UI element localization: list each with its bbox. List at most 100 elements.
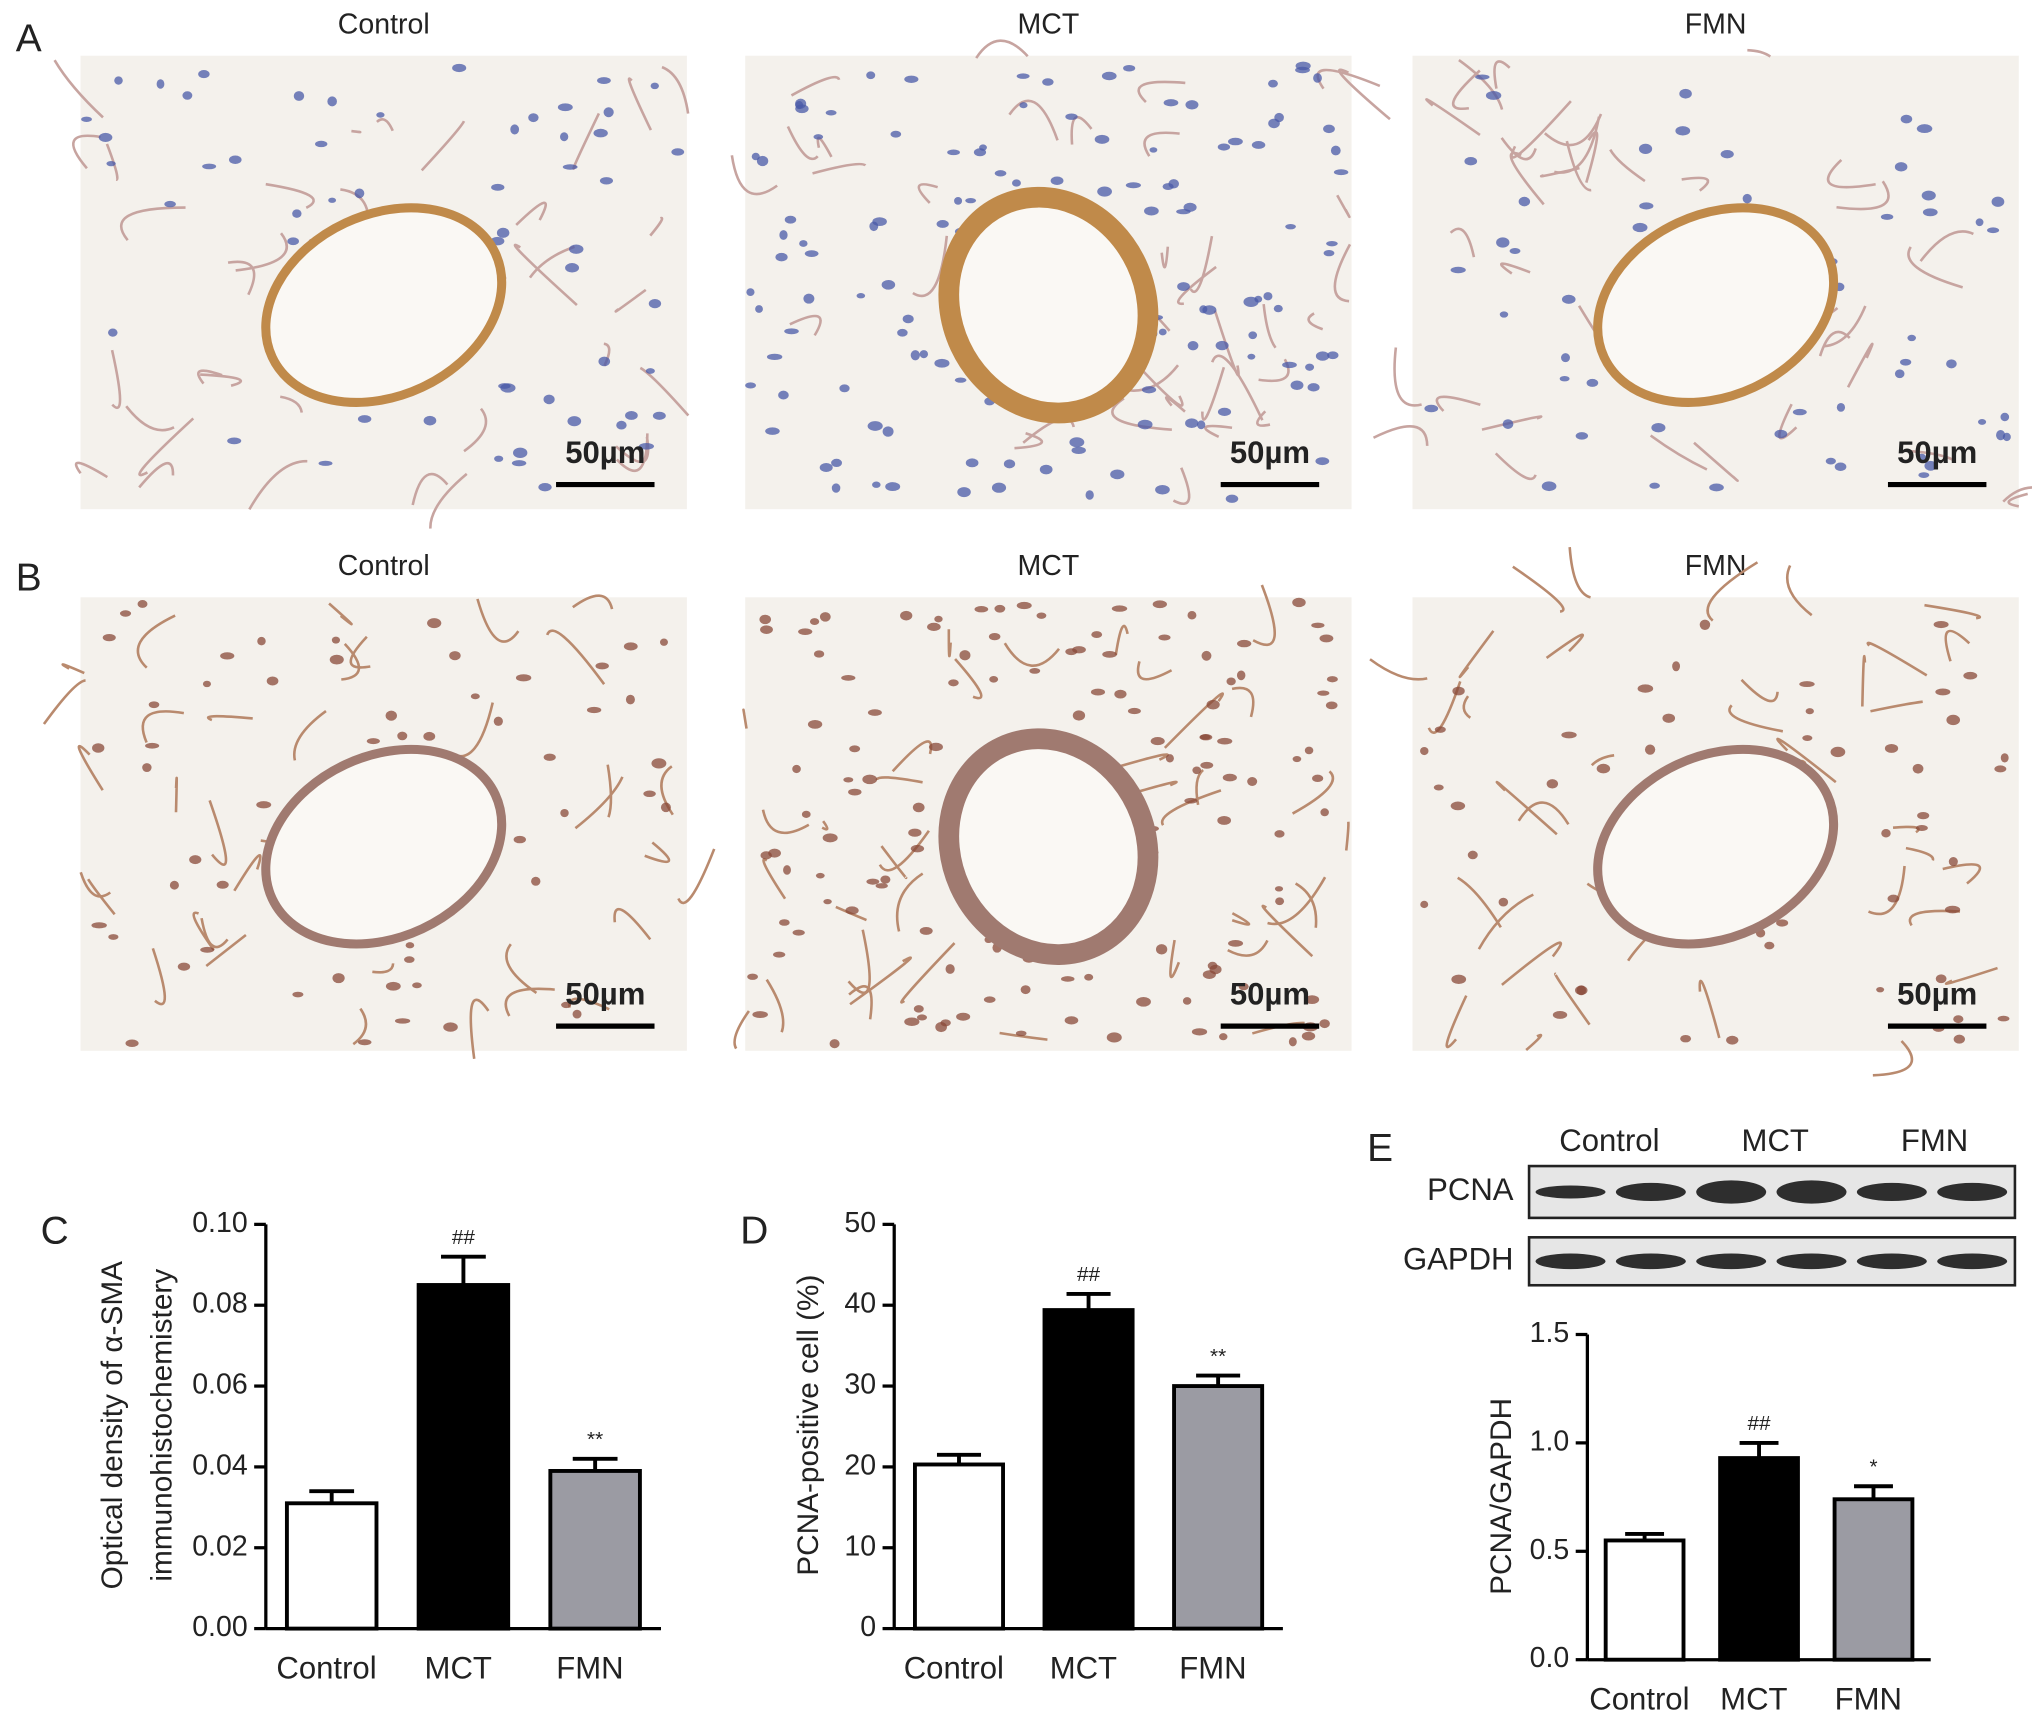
y-axis-label: PCNA/GAPDH (1485, 1398, 1518, 1595)
nucleus (1467, 850, 1478, 860)
nucleus (784, 215, 797, 224)
tissue-fiber (1291, 770, 1335, 815)
nucleus (823, 898, 832, 905)
nucleus (1709, 483, 1724, 492)
nucleus (91, 922, 107, 929)
nucleus (1084, 973, 1094, 981)
nucleus (560, 808, 569, 818)
x-tick-label: Control (276, 1650, 376, 1685)
nucleus (1184, 797, 1198, 804)
tissue-fiber (469, 998, 490, 1059)
nucleus (1236, 670, 1246, 681)
nucleus (839, 384, 850, 393)
nucleus (189, 855, 202, 865)
nucleus (1561, 294, 1576, 304)
tissue-fiber (138, 461, 175, 489)
tissue-fiber (572, 594, 614, 610)
nucleus (872, 481, 881, 488)
bar (548, 1469, 642, 1631)
nucleus (1880, 213, 1894, 220)
nucleus (1185, 418, 1199, 429)
nucleus (1315, 351, 1330, 361)
nucleus (1202, 970, 1216, 979)
nucleus (1499, 311, 1509, 318)
nucleus (1924, 460, 1937, 471)
nucleus (625, 411, 638, 420)
nucleus (1003, 459, 1016, 469)
tissue-fiber (835, 905, 867, 922)
tissue-fiber (1451, 69, 1481, 111)
nucleus (1881, 829, 1891, 838)
tissue-fiber (2007, 492, 2029, 508)
nucleus (862, 774, 878, 785)
nucleus (829, 1039, 840, 1049)
nucleus (765, 427, 780, 435)
nucleus (965, 458, 979, 468)
tissue-fiber (1493, 60, 1511, 89)
nucleus (1305, 363, 1315, 371)
nucleus (935, 1021, 947, 1033)
tissue-fiber (515, 201, 548, 226)
nucleus (1199, 734, 1213, 741)
tissue-fiber (227, 260, 256, 296)
tissue-fiber (280, 395, 304, 413)
tissue-fiber (1747, 48, 1772, 58)
nucleus (202, 163, 217, 170)
nucleus (1247, 353, 1256, 360)
nucleus (766, 353, 783, 361)
panel-label: D (740, 1210, 768, 1253)
nucleus (1012, 179, 1021, 187)
nucleus (538, 483, 552, 492)
tissue-fiber (1111, 397, 1172, 431)
nucleus (491, 183, 505, 191)
nucleus (1561, 353, 1570, 363)
tissue-fiber (138, 417, 195, 477)
nucleus (1638, 143, 1653, 155)
y-tick-label: 10 (844, 1530, 876, 1562)
nucleus (1884, 744, 1899, 753)
nucleus (220, 652, 235, 660)
nucleus (1451, 974, 1467, 984)
y-tick-label: 1.0 (1530, 1425, 1570, 1457)
nucleus (775, 252, 788, 262)
y-axis-label: immunohistochemistery (145, 1269, 178, 1582)
blot-band (1856, 1253, 1927, 1270)
tissue-fiber (1525, 1033, 1543, 1052)
blot-band (1696, 1253, 1767, 1270)
y-tick-label: 0.00 (192, 1611, 247, 1643)
nucleus (974, 606, 989, 613)
nucleus (510, 124, 520, 135)
tissue-fiber (420, 120, 466, 172)
nucleus (329, 654, 344, 665)
tissue-fiber (649, 216, 664, 237)
nucleus (496, 227, 510, 238)
nucleus (1948, 857, 1958, 867)
nucleus (511, 460, 527, 467)
nucleus (599, 177, 614, 185)
nucleus (760, 625, 773, 634)
tissue-fiber (476, 598, 520, 643)
nucleus (756, 155, 769, 167)
nucleus (623, 642, 638, 651)
nucleus (565, 263, 580, 273)
tissue-fiber (1866, 641, 1928, 677)
nucleus (1295, 66, 1310, 74)
significance-label: ** (587, 1428, 603, 1451)
nucleus (1805, 708, 1814, 715)
significance-label: ## (1077, 1263, 1101, 1286)
nucleus (1238, 982, 1249, 991)
tissue-fiber (411, 472, 449, 506)
nucleus (947, 149, 960, 156)
tissue-fiber (372, 963, 395, 974)
nucleus (470, 693, 480, 700)
nucleus (1662, 713, 1676, 723)
nucleus (1997, 1015, 2010, 1022)
tissue-fiber (1868, 865, 1906, 916)
tissue-fiber (1681, 176, 1710, 192)
tissue-fiber (789, 314, 822, 337)
y-tick-label: 0.0 (1530, 1642, 1570, 1674)
scale-bar-label: 50µm (565, 435, 645, 470)
nucleus (443, 1022, 458, 1032)
y-tick-label: 0.5 (1530, 1534, 1570, 1566)
tissue-fiber (248, 459, 308, 511)
